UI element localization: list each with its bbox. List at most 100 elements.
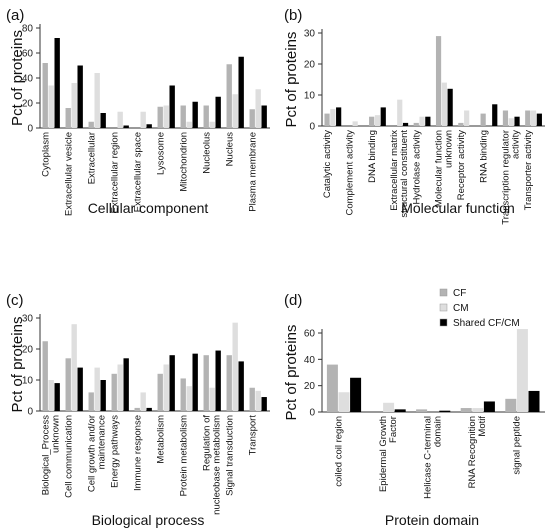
bar-cf	[203, 105, 209, 128]
bar-sharedcfcm	[380, 107, 386, 126]
bar-cf	[460, 408, 472, 412]
x-category-label: Motif	[477, 416, 488, 437]
x-category-label: Helicase C-terminal	[423, 416, 434, 499]
y-tick-label: 20	[22, 99, 34, 110]
x-category-label: Mitochondrion	[179, 132, 190, 192]
bar-sharedcfcm	[100, 380, 106, 411]
bar-sharedcfcm	[54, 383, 60, 411]
bar-cm	[352, 121, 358, 126]
y-tick-label: 0	[27, 407, 33, 418]
bar-cm	[140, 392, 146, 411]
bar-sharedcfcm	[439, 410, 451, 412]
x-category-label: Immune response	[133, 415, 144, 491]
bar-sharedcfcm	[402, 122, 409, 126]
panel-label: (c)	[6, 292, 24, 309]
bar-sharedcfcm	[192, 101, 198, 128]
bar-cm	[232, 322, 238, 411]
y-tick-label: 10	[304, 91, 316, 102]
bar-cf	[65, 108, 71, 128]
bar-sharedcfcm	[146, 124, 152, 128]
y-tick-label: 0	[309, 408, 315, 419]
chart-panel-4: (d) 0 20 40 60 Pct of proteins coiled coil reg…	[283, 292, 545, 528]
bar-cf	[111, 373, 117, 411]
bar-sharedcfcm	[261, 105, 267, 128]
bar-cm	[94, 367, 100, 411]
x-category-label: Cell communication	[64, 415, 75, 498]
bar-cm	[441, 82, 447, 126]
bar-sharedcfcm	[215, 96, 221, 128]
bar-cm	[71, 324, 77, 411]
x-category-label: Extracellular region	[110, 132, 121, 213]
legend: CF CM Shared CF/CM	[439, 288, 520, 329]
bar-cm	[330, 108, 336, 126]
legend-label: CM	[453, 303, 469, 314]
x-category-label: Nucleolus	[202, 132, 213, 174]
bar-sharedcfcm	[536, 113, 542, 126]
bar-cf	[435, 36, 442, 126]
x-category-label: unknown	[51, 415, 62, 453]
bar-cm	[255, 89, 261, 128]
bar-sharedcfcm	[492, 104, 498, 126]
x-category-label: nucleobase metabolism	[212, 415, 223, 515]
bar-cm	[163, 364, 169, 411]
x-category-label: maintenance	[97, 415, 108, 469]
y-axis-label: Pct of proteins	[9, 317, 26, 413]
bar-cm	[508, 118, 514, 126]
legend-label: Shared CF/CM	[453, 318, 520, 329]
x-category-label: Cell growth and/or	[87, 415, 98, 492]
bar-sharedcfcm	[336, 107, 342, 126]
x-category-label: Regulation of	[202, 415, 213, 471]
x-category-label: Extracellular	[87, 132, 98, 184]
bar-cm	[163, 105, 169, 128]
bar-cf	[180, 105, 186, 128]
x-category-label: Epidermal Growth	[378, 416, 389, 492]
x-category-label: Catalytic activity	[322, 130, 333, 198]
bar-cm	[48, 85, 54, 128]
legend-swatch	[439, 288, 448, 297]
bar-cm	[516, 329, 528, 412]
panel-title: Molecular function	[401, 200, 515, 216]
x-category-label: RNA Recognition	[467, 416, 478, 488]
bar-cf	[505, 398, 517, 412]
y-axis-label: Pct of proteins	[283, 325, 300, 421]
bar-cf	[42, 341, 48, 411]
bar-cm	[374, 115, 381, 126]
bar-cm	[94, 73, 100, 128]
bar-cf	[65, 358, 71, 411]
bar-sharedcfcm	[261, 397, 267, 411]
bar-cm	[530, 110, 537, 126]
x-category-label: Signal transduction	[225, 415, 236, 496]
x-category-label: Transporter activity	[523, 130, 534, 211]
bar-sharedcfcm	[123, 125, 129, 128]
x-category-label: Hydrolase activity	[411, 130, 422, 205]
bar-sharedcfcm	[350, 377, 362, 412]
bar-sharedcfcm	[528, 390, 540, 412]
bar-sharedcfcm	[123, 358, 129, 411]
bar-cf	[226, 355, 232, 411]
bar-cm	[186, 121, 192, 128]
y-tick-label: 0	[27, 124, 33, 135]
x-category-label: activity	[511, 130, 522, 159]
bar-cm	[140, 111, 146, 128]
x-category-label: Transport	[248, 415, 259, 456]
bar-cf	[157, 106, 163, 128]
bar-cm	[397, 99, 403, 126]
x-category-label: Energy pathways	[110, 415, 121, 488]
bar-cm	[117, 364, 123, 411]
bar-cf	[324, 113, 330, 126]
bar-sharedcfcm	[192, 353, 198, 411]
bar-sharedcfcm	[169, 355, 175, 411]
bar-cm	[209, 387, 215, 411]
bar-sharedcfcm	[146, 407, 152, 411]
bar-cf	[157, 373, 163, 411]
y-tick-label: 10	[22, 376, 34, 387]
x-category-label: Factor	[388, 416, 399, 443]
bar-sharedcfcm	[215, 350, 221, 411]
panel-label: (d)	[284, 292, 302, 309]
bar-cf	[326, 364, 338, 412]
bar-cf	[134, 407, 140, 411]
bar-sharedcfcm	[514, 116, 520, 126]
bar-cm	[232, 94, 238, 128]
y-tick-label: 20	[304, 381, 316, 392]
